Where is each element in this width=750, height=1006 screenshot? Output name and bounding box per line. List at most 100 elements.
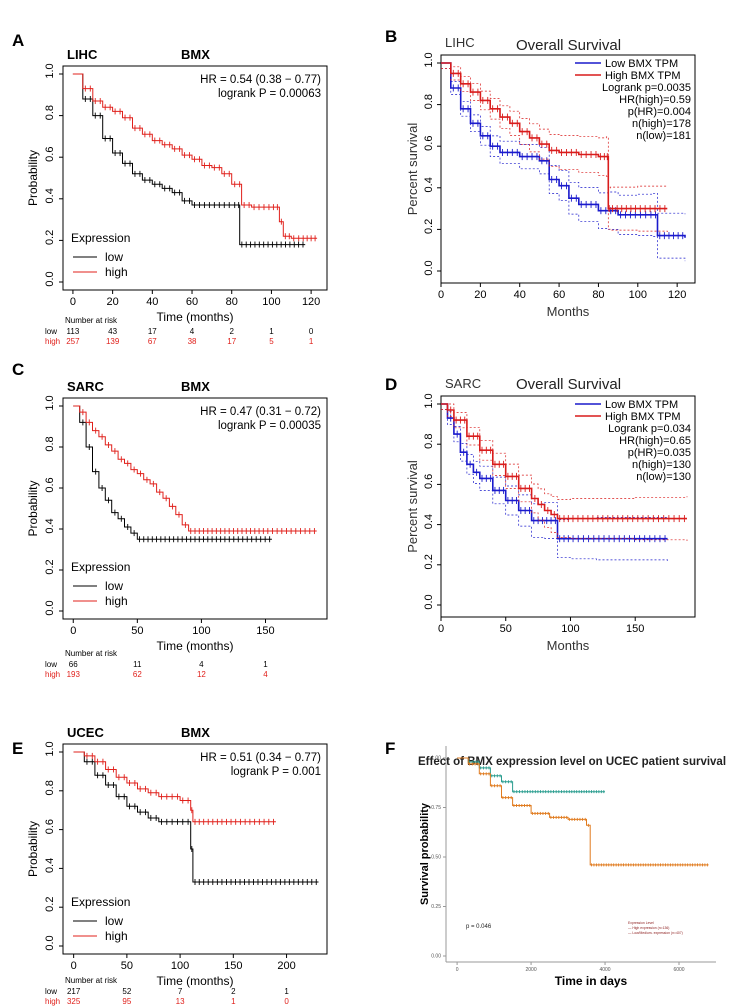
- legend-label-high: High BMX TPM: [605, 411, 681, 423]
- x-tick-label: 150: [626, 623, 644, 635]
- ci-lower-low: [441, 409, 668, 562]
- y-tick-label: 0.0: [44, 600, 56, 615]
- risk-low-value: 1: [263, 660, 268, 669]
- y-tick-label: 0.0: [44, 271, 56, 286]
- y-tick-label: 0.4: [44, 518, 56, 533]
- y-tick-label: 0.4: [44, 188, 56, 203]
- risk-high-value: 13: [176, 997, 185, 1006]
- legend-label-low: low: [105, 579, 123, 593]
- y-tick-label: 0.8: [423, 434, 435, 449]
- x-tick-label: 40: [146, 296, 158, 308]
- y-tick-label: 0.0: [423, 594, 435, 609]
- y-tick-label: 0.4: [44, 858, 56, 873]
- stat-line: p(HR)=0.004: [628, 106, 691, 118]
- plot-frame: [440, 54, 696, 284]
- x-tick-label: 2000: [526, 967, 537, 973]
- legend-label-low: Low BMX TPM: [605, 58, 678, 70]
- plot-title: Overall Survival: [516, 376, 621, 393]
- plot-frame: [440, 395, 696, 618]
- risk-row-high-label: high: [45, 997, 60, 1006]
- logrank-text: logrank P = 0.00035: [218, 420, 321, 432]
- hr-text: HR = 0.51 (0.34 − 0.77): [200, 752, 321, 764]
- km-curve-low: [73, 751, 319, 883]
- x-tick-label: 0: [71, 960, 77, 972]
- risk-row-low-label: low: [45, 987, 57, 996]
- gene-title: BMX: [181, 725, 210, 740]
- y-tick-label: 0.00: [431, 954, 441, 960]
- p-value: p = 0.046: [466, 924, 492, 930]
- y-tick-label: 1.0: [44, 63, 56, 78]
- risk-high-value: 4: [263, 670, 268, 679]
- y-tick-label: 0.0: [44, 935, 56, 950]
- y-axis-label: Probability: [26, 150, 40, 206]
- y-axis-label: Probability: [26, 821, 40, 877]
- risk-high-value: 325: [67, 997, 81, 1006]
- cancer-title: LIHC: [445, 35, 475, 50]
- legend-title: Expression: [71, 895, 130, 909]
- panel-label: E: [12, 739, 23, 758]
- ci-upper-high: [441, 403, 688, 500]
- stat-line: HR(high)=0.65: [619, 435, 691, 447]
- y-tick-label: 0.8: [44, 436, 56, 451]
- gene-title: BMX: [181, 47, 210, 62]
- panel-label: A: [12, 31, 24, 50]
- legend-label-high: — High expression (n=136): [628, 926, 669, 930]
- risk-low-value: 4: [199, 660, 204, 669]
- legend-label-high: high: [105, 929, 128, 943]
- x-tick-label: 60: [186, 296, 198, 308]
- x-tick-label: 80: [226, 296, 238, 308]
- plot-frame: [62, 397, 328, 620]
- y-tick-label: 0.8: [44, 105, 56, 120]
- x-axis-label: Months: [547, 304, 590, 319]
- legend-label-low: Low BMX TPM: [605, 399, 678, 411]
- risk-high-value: 67: [148, 337, 157, 346]
- risk-high-value: 193: [67, 670, 81, 679]
- y-tick-label: 0.6: [44, 819, 56, 834]
- risk-low-value: 52: [122, 987, 131, 996]
- y-tick-label: 0.6: [44, 477, 56, 492]
- x-tick-label: 0: [438, 289, 444, 301]
- x-tick-label: 120: [302, 296, 320, 308]
- panel-label: C: [12, 360, 24, 379]
- survival-curve-low: [441, 403, 668, 540]
- y-tick-label: 0.4: [423, 514, 435, 529]
- risk-low-value: 7: [178, 987, 183, 996]
- cancer-title: LIHC: [67, 47, 98, 62]
- ci-upper-low: [441, 62, 686, 215]
- risk-high-value: 62: [133, 670, 142, 679]
- y-tick-label: 0.2: [44, 897, 56, 912]
- y-axis-label: Percent survival: [405, 460, 420, 553]
- risk-low-value: 2: [229, 327, 234, 336]
- risk-low-value: 0: [309, 327, 314, 336]
- x-axis-label: Time (months): [157, 639, 234, 653]
- y-axis-label: Survival probability: [419, 802, 431, 905]
- x-tick-label: 4000: [599, 967, 610, 973]
- risk-row-high-label: high: [45, 670, 60, 679]
- logrank-text: logrank P = 0.001: [231, 766, 321, 778]
- y-tick-label: 0.4: [423, 177, 435, 192]
- legend-title: Expression: [71, 560, 130, 574]
- cancer-title: SARC: [67, 379, 104, 394]
- stat-line: n(low)=181: [636, 130, 691, 142]
- plot-frame: [62, 743, 328, 955]
- ci-lower-high: [441, 68, 668, 232]
- survival-curve-low-medium: [457, 757, 709, 866]
- risk-low-value: 66: [69, 660, 78, 669]
- x-tick-label: 0: [70, 625, 76, 637]
- y-tick-label: 1.0: [423, 393, 435, 408]
- risk-high-value: 1: [309, 337, 314, 346]
- stat-line: n(high)=178: [632, 118, 691, 130]
- x-tick-label: 0: [70, 296, 76, 308]
- hr-text: HR = 0.54 (0.38 − 0.77): [200, 74, 321, 86]
- x-tick-label: 80: [592, 289, 604, 301]
- x-tick-label: 6000: [673, 967, 684, 973]
- y-tick-label: 0.8: [423, 94, 435, 109]
- cancer-title: UCEC: [67, 725, 104, 740]
- km-curve-high: [72, 73, 318, 239]
- y-axis-label: Percent survival: [405, 123, 420, 216]
- panel-label: B: [385, 27, 397, 46]
- stat-line: n(low)=130: [636, 471, 691, 483]
- y-tick-label: 0.25: [431, 904, 441, 910]
- y-tick-label: 1.0: [423, 52, 435, 67]
